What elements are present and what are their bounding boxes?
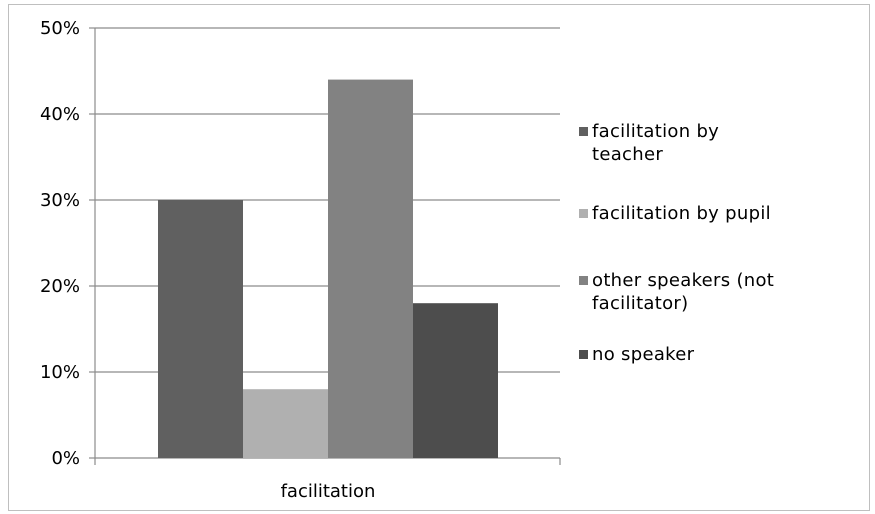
y-tick-labels: 0% 10% 20% 30% 40% 50% <box>40 18 80 469</box>
legend-swatch <box>579 350 588 359</box>
bar-other-speakers-not-facilitator <box>328 79 413 458</box>
legend-label: facilitation by teacher <box>592 121 719 165</box>
bar-facilitation-by-pupil <box>243 389 328 458</box>
y-tick-label: 0% <box>51 448 80 469</box>
legend: facilitation by teacher facilitation by pu… <box>579 121 774 365</box>
bar-facilitation-by-teacher <box>158 200 243 458</box>
bars <box>158 79 498 458</box>
y-tick-label: 20% <box>40 276 80 297</box>
bar-no-speaker <box>413 303 498 458</box>
legend-label: other speakers (not facilitator) <box>592 270 774 314</box>
y-tick-label: 10% <box>40 362 80 383</box>
y-tick-label: 40% <box>40 104 80 125</box>
legend-label: no speaker <box>592 344 695 365</box>
x-tick-label-facilitation: facilitation <box>281 481 376 502</box>
legend-swatch <box>579 276 588 285</box>
legend-swatch <box>579 209 588 218</box>
legend-swatch <box>579 127 588 136</box>
legend-label: facilitation by pupil <box>592 203 771 224</box>
y-tick-label: 50% <box>40 18 80 39</box>
y-tick-label: 30% <box>40 190 80 211</box>
